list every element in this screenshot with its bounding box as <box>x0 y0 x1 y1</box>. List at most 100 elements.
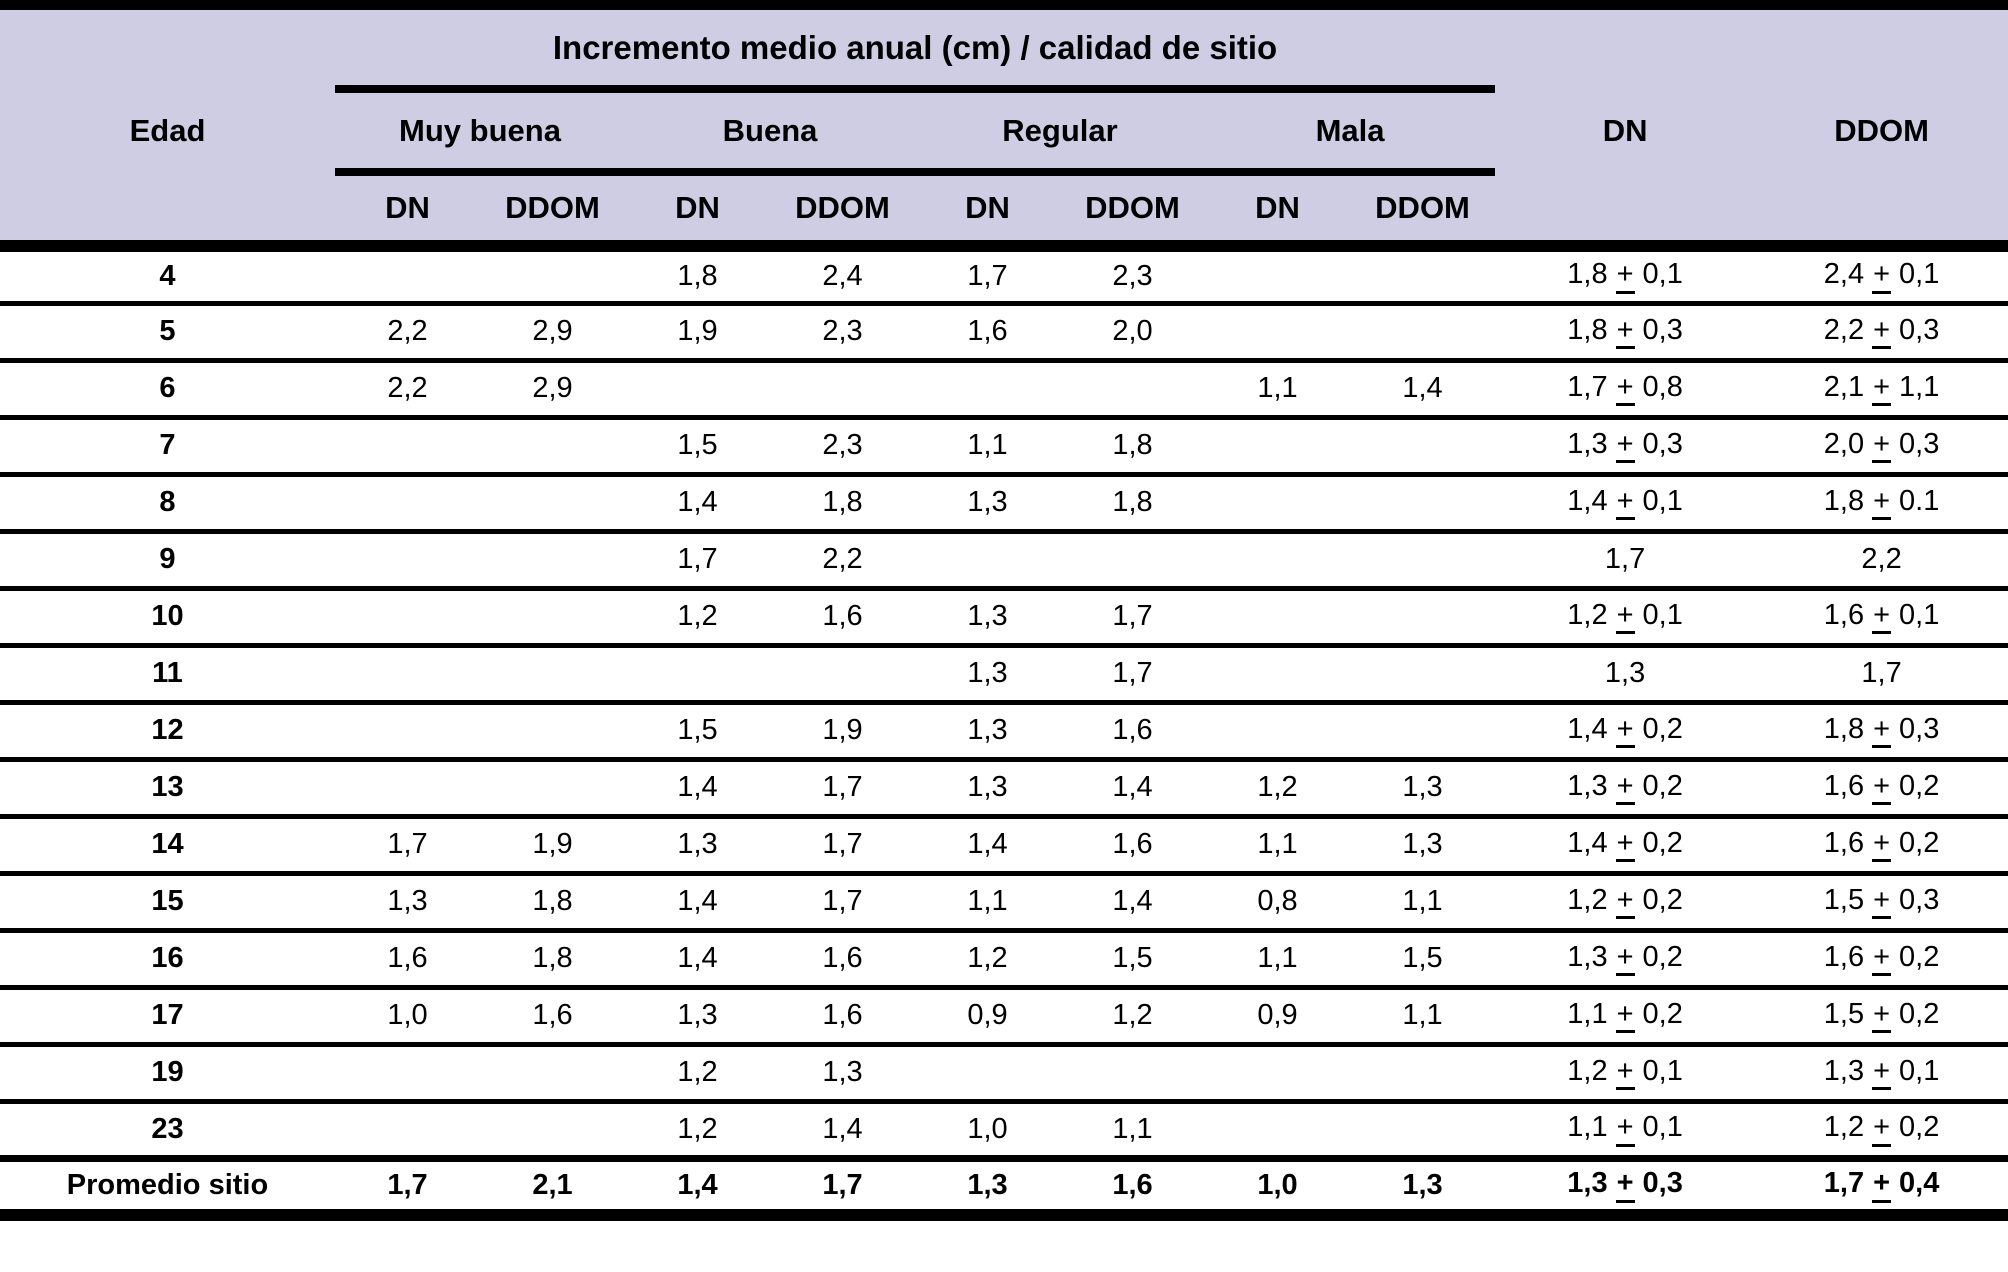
row-label-edad: 10 <box>151 600 184 632</box>
ddom-mean-cell: 2,2 <box>1861 543 1902 575</box>
value-cell: 1,8 <box>822 486 863 518</box>
value-cell: 1,7 <box>822 1168 863 1201</box>
value-cell <box>1060 1044 1205 1101</box>
plus-minus-sign: + <box>1615 942 1635 977</box>
value-cell <box>1205 1101 1350 1158</box>
value-cell: 1,5 <box>677 429 718 461</box>
value-cell: 1,3 <box>967 714 1008 746</box>
value-cell <box>1205 1044 1350 1101</box>
value-cell: 1,7 <box>822 771 863 803</box>
dn-mean-cell: 1,7 +0,8 <box>1495 360 1755 417</box>
value-cell: 1,1 <box>1402 885 1443 917</box>
value-cell <box>770 360 915 417</box>
value-cell: 1,7 <box>677 543 718 575</box>
row-label-edad: 7 <box>159 429 176 461</box>
table-row: 10 1,2 1,6 1,3 1,7 1,2 +0,1 1,6 +0,1 <box>0 588 2008 645</box>
table-row: 4 1,8 2,4 1,7 2,3 1,8 +0,1 2,4 +0,1 <box>0 246 2008 303</box>
plus-minus-sign: + <box>1615 429 1635 464</box>
value-cell: 1,4 <box>677 771 718 803</box>
value-cell: 1,4 <box>1402 372 1443 404</box>
plus-minus-sign: + <box>1872 942 1892 977</box>
table-row: 13 1,4 1,7 1,3 1,4 1,2 1,3 1,3 +0,2 1,6 +0,2 <box>0 759 2008 816</box>
group-header-mala: Mala <box>1205 89 1496 176</box>
value-cell <box>335 588 480 645</box>
value-cell: 1,3 <box>677 828 718 860</box>
subheader-ddom: DDOM <box>1350 172 1496 252</box>
value-cell <box>335 759 480 816</box>
value-cell <box>480 417 625 474</box>
plus-minus-sign: + <box>1615 486 1635 521</box>
increment-table: Incremento medio anual (cm) / calidad de… <box>0 0 2008 1215</box>
value-cell: 2,0 <box>1112 315 1153 347</box>
plus-minus-sign: + <box>1872 600 1892 635</box>
value-cell: 1,4 <box>677 942 718 974</box>
value-cell: 1,9 <box>532 828 573 860</box>
value-cell: 1,4 <box>677 1168 718 1201</box>
value-cell: 1,7 <box>822 885 863 917</box>
table-row: 17 1,0 1,6 1,3 1,6 0,9 1,2 0,9 1,1 1,1 +0,2 1,5 +0,2 <box>0 987 2008 1044</box>
value-cell: 1,1 <box>1257 828 1298 860</box>
value-cell <box>1350 645 1495 702</box>
value-cell: 2,4 <box>822 259 863 292</box>
value-cell <box>335 645 480 702</box>
group-header-row: Edad Muy buena Buena Regular Mala DN DDO… <box>0 89 2008 176</box>
table-row: 11 1,3 1,7 1,3 1,7 <box>0 645 2008 702</box>
row-label-edad: 19 <box>151 1056 184 1088</box>
dn-mean-cell: 1,4 +0,2 <box>1495 702 1755 759</box>
value-cell: 1,0 <box>387 999 428 1031</box>
ddom-mean-cell: 1,6 +0,2 <box>1755 816 2008 873</box>
group-header-regular: Regular <box>915 89 1205 176</box>
value-cell: 1,2 <box>967 942 1008 974</box>
ddom-mean-cell: 1,6 +0,2 <box>1755 759 2008 816</box>
table-row: 16 1,6 1,8 1,4 1,6 1,2 1,5 1,1 1,5 1,3 +0,2 1,6 +0,2 <box>0 930 2008 987</box>
value-cell: 1,7 <box>822 828 863 860</box>
subheader-ddom: DDOM <box>770 172 915 252</box>
value-cell: 1,1 <box>1257 372 1298 404</box>
value-cell: 2,2 <box>822 543 863 575</box>
value-cell <box>480 645 625 702</box>
value-cell: 1,7 <box>1112 657 1153 689</box>
value-cell: 1,7 <box>967 259 1008 292</box>
value-cell: 1,3 <box>967 486 1008 518</box>
ddom-mean-cell: 1,3 +0,1 <box>1755 1044 2008 1101</box>
dn-mean-cell: 1,3 +0,2 <box>1495 759 1755 816</box>
value-cell <box>1350 303 1495 360</box>
subheader-ddom: DDOM <box>1060 172 1205 252</box>
dn-mean-cell: 1,3 +0,2 <box>1495 930 1755 987</box>
value-cell: 1,7 <box>1112 600 1153 632</box>
value-cell <box>335 702 480 759</box>
plus-minus-sign: + <box>1872 1056 1892 1091</box>
group-header-muy-buena: Muy buena <box>335 89 625 176</box>
value-cell: 1,3 <box>967 771 1008 803</box>
ddom-mean-cell: 2,1 +1,1 <box>1755 360 2008 417</box>
plus-minus-sign: + <box>1872 714 1892 749</box>
plus-minus-sign: + <box>1872 486 1892 521</box>
plus-minus-sign: + <box>1872 372 1892 407</box>
subheader-dn: DN <box>1205 172 1350 252</box>
value-cell <box>1060 531 1205 588</box>
value-cell: 1,1 <box>1402 999 1443 1031</box>
value-cell: 1,9 <box>677 315 718 347</box>
value-cell: 1,3 <box>822 1056 863 1088</box>
value-cell: 1,1 <box>967 885 1008 917</box>
value-cell <box>1205 702 1350 759</box>
table-row: 6 2,2 2,9 1,1 1,4 1,7 +0,8 2,1 +1,1 <box>0 360 2008 417</box>
value-cell <box>1350 1044 1495 1101</box>
value-cell: 1,4 <box>967 828 1008 860</box>
value-cell <box>1350 246 1495 303</box>
subheader-dn: DN <box>915 172 1060 252</box>
value-cell: 1,3 <box>967 657 1008 689</box>
value-cell <box>1060 360 1205 417</box>
row-label-edad: 11 <box>152 657 183 689</box>
value-cell: 1,7 <box>387 828 428 860</box>
dn-mean-cell: 1,3 +0,3 <box>1495 1158 1755 1215</box>
dn-mean-cell: 1,2 +0,1 <box>1495 1044 1755 1101</box>
value-cell <box>1350 531 1495 588</box>
value-cell <box>480 1044 625 1101</box>
plus-minus-sign: + <box>1872 999 1892 1034</box>
value-cell: 1,2 <box>1257 771 1298 803</box>
col-header-dn-mean: DN <box>1495 89 1756 172</box>
value-cell <box>1205 588 1350 645</box>
ddom-mean-cell: 1,6 +0,1 <box>1755 588 2008 645</box>
value-cell: 1,6 <box>822 999 863 1031</box>
